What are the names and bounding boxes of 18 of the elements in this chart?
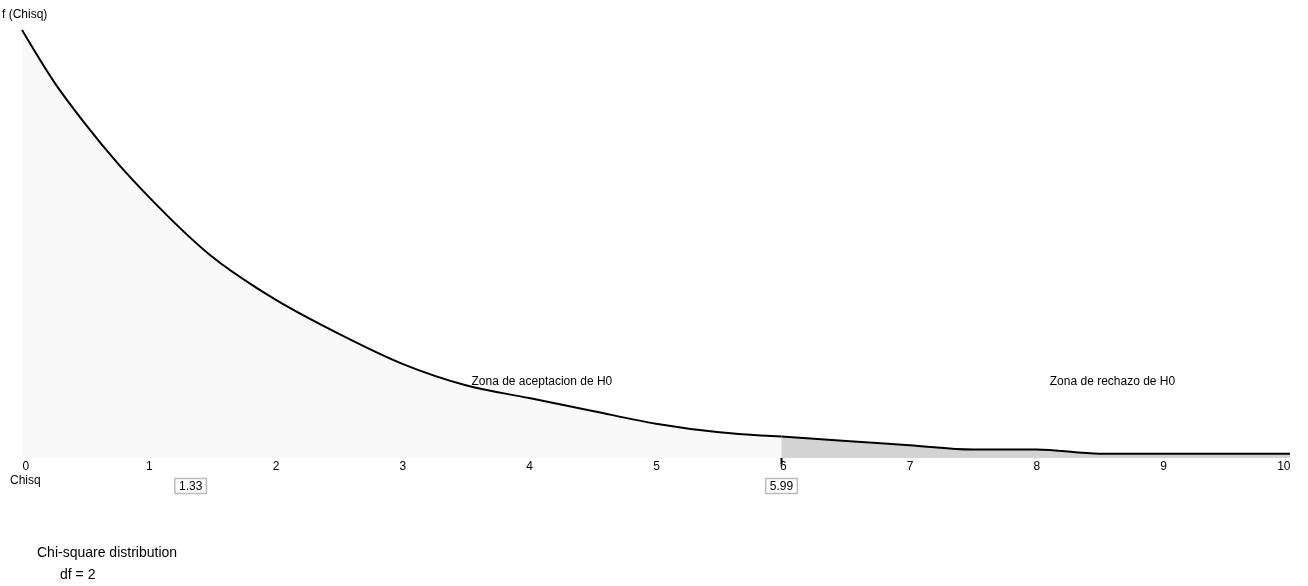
text: df = 2 — [60, 566, 96, 582]
y-axis-title: f (Chisq) — [2, 7, 48, 21]
x-tick-label: 2 — [272, 458, 280, 473]
x-tick-label: 8 — [1033, 458, 1041, 473]
x-tick-label: 0 — [22, 458, 30, 473]
x-axis-title: Chisq — [10, 473, 41, 487]
x-tick-label: 7 — [906, 458, 914, 473]
x-tick-label: 1 — [145, 458, 153, 473]
annotation: 1.33 — [178, 479, 203, 493]
x-tick-label: 9 — [1160, 458, 1168, 473]
x-tick-label: 4 — [526, 458, 534, 473]
x-tick-label: 3 — [399, 458, 407, 473]
annotation: Zona de aceptacion de H0 — [471, 373, 613, 388]
x-tick-label: 10 — [1277, 458, 1291, 473]
ref-line-label: 5.99 — [769, 479, 794, 493]
text: Chi-square distribution — [37, 544, 178, 560]
x-tick-label: 5 — [653, 458, 661, 473]
annotation: Zona de rechazo de H0 — [1049, 373, 1176, 388]
